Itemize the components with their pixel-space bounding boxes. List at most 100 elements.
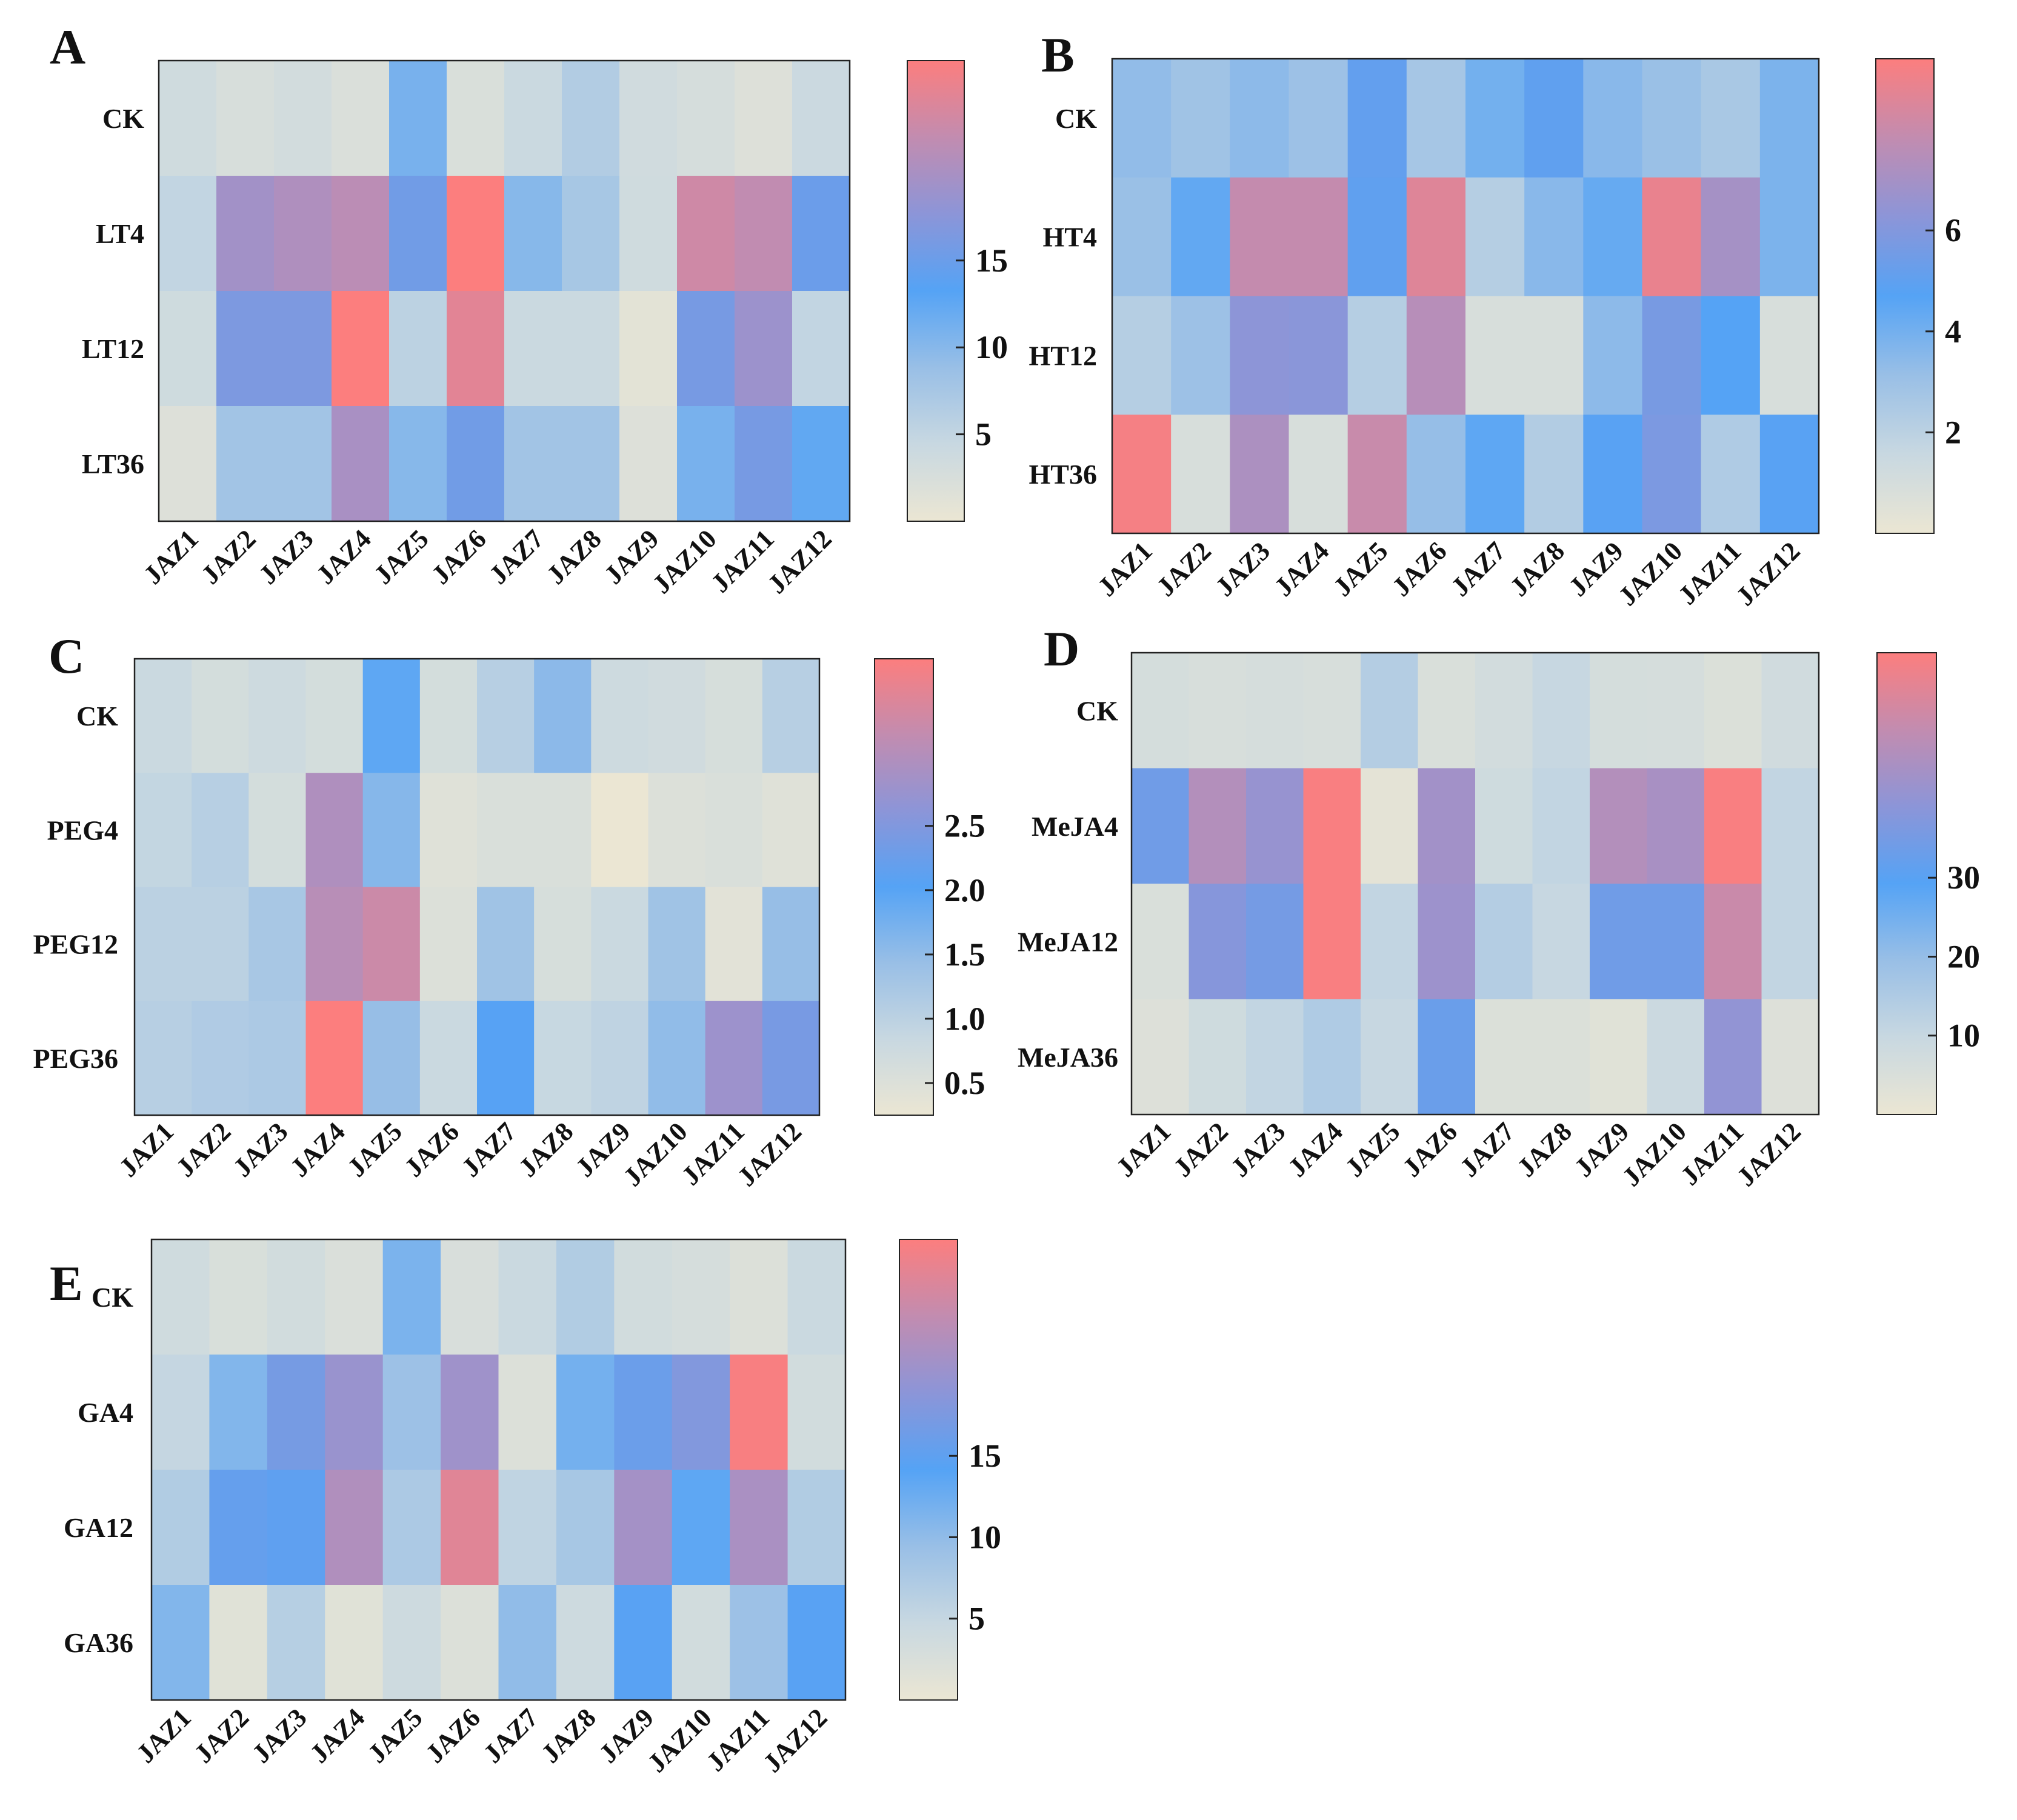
column-label-jaz3: JAZ3 xyxy=(253,524,319,590)
heatmap-cell-ga12-jaz6 xyxy=(441,1470,499,1585)
heatmap-cell-meja36-jaz4 xyxy=(1303,999,1361,1115)
heatmap-cell-lt36-jaz6 xyxy=(447,406,505,522)
heatmap-cell-meja12-jaz6 xyxy=(1418,884,1476,1000)
heatmap-cell-ck-jaz8 xyxy=(1524,59,1584,178)
heatmap-cell-ck-jaz1 xyxy=(1132,653,1190,769)
heatmap-cell-ga36-jaz5 xyxy=(382,1585,441,1701)
heatmap-cell-ck-jaz7 xyxy=(498,1239,557,1355)
colorbar-tick-label: 1.5 xyxy=(944,936,985,973)
heatmap-cell-ck-jaz9 xyxy=(591,659,649,773)
colorbar xyxy=(907,60,965,522)
row-label-peg4: PEG4 xyxy=(47,815,118,845)
heatmap-cell-peg4-jaz7 xyxy=(477,773,535,888)
heatmap-cell-ck-jaz11 xyxy=(705,659,763,773)
heatmap-cell-ht4-jaz10 xyxy=(1642,177,1702,297)
heatmap-cell-peg4-jaz4 xyxy=(305,773,364,888)
heatmap-cell-ht4-jaz12 xyxy=(1759,177,1819,297)
heatmap-cell-ht36-jaz11 xyxy=(1701,415,1761,534)
heatmap-cell-peg12-jaz3 xyxy=(248,887,307,1002)
heatmap-cell-ck-jaz4 xyxy=(1289,59,1349,178)
heatmap-cell-peg36-jaz12 xyxy=(762,1001,820,1116)
column-label-jaz5: JAZ5 xyxy=(368,524,435,590)
heatmap-cell-lt36-jaz9 xyxy=(619,406,678,522)
heatmap-cell-peg4-jaz2 xyxy=(192,773,249,888)
heatmap-cell-lt4-jaz1 xyxy=(159,176,217,292)
column-label-jaz12: JAZ12 xyxy=(1731,1116,1807,1192)
row-label-meja12: MeJA12 xyxy=(1018,926,1118,957)
column-label-jaz12: JAZ12 xyxy=(758,1702,833,1778)
column-label-jaz4: JAZ4 xyxy=(304,1702,370,1768)
column-label-jaz10: JAZ10 xyxy=(1616,1116,1692,1192)
heatmap-cell-lt36-jaz7 xyxy=(504,406,562,522)
heatmap-cell-ht36-jaz1 xyxy=(1112,415,1172,534)
heatmap-cell-lt12-jaz7 xyxy=(504,291,562,407)
heatmap-cell-ga36-jaz10 xyxy=(672,1585,730,1701)
column-label-jaz12: JAZ12 xyxy=(1730,536,1806,612)
heatmap-cell-meja4-jaz1 xyxy=(1132,768,1190,884)
heatmap-cell-ck-jaz9 xyxy=(614,1239,673,1355)
row-label-ck: CK xyxy=(1055,103,1097,134)
heatmap-cell-lt36-jaz1 xyxy=(159,406,217,522)
column-label-jaz7: JAZ7 xyxy=(1445,536,1512,602)
heatmap-cell-ht36-jaz5 xyxy=(1347,415,1407,534)
heatmap-cell-ck-jaz7 xyxy=(477,659,535,773)
heatmap-cell-ck-jaz9 xyxy=(1590,653,1648,769)
heatmap-cell-meja4-jaz9 xyxy=(1590,768,1648,884)
heatmap-cell-ht4-jaz5 xyxy=(1347,177,1407,297)
colorbar-tick-label: 30 xyxy=(1947,859,1980,896)
heatmap-cell-ga4-jaz10 xyxy=(672,1355,730,1470)
heatmap-cell-ck-jaz12 xyxy=(1761,653,1819,769)
column-label-jaz6: JAZ6 xyxy=(399,1116,465,1182)
column-label-jaz8: JAZ8 xyxy=(541,524,607,590)
heatmap-cell-lt36-jaz8 xyxy=(562,406,620,522)
heatmap-cell-peg12-jaz12 xyxy=(762,887,820,1002)
heatmap-cell-lt36-jaz11 xyxy=(735,406,793,522)
heatmap-cell-ht4-jaz8 xyxy=(1524,177,1584,297)
heatmap-cell-lt36-jaz4 xyxy=(332,406,390,522)
heatmap-cell-ga4-jaz9 xyxy=(614,1355,673,1470)
heatmap-cell-meja4-jaz8 xyxy=(1532,768,1590,884)
column-label-jaz8: JAZ8 xyxy=(1512,1116,1578,1182)
heatmap-cell-ga12-jaz1 xyxy=(152,1470,210,1585)
heatmap-cell-meja12-jaz3 xyxy=(1246,884,1304,1000)
heatmap-cell-ht4-jaz1 xyxy=(1112,177,1172,297)
heatmap-cell-ht12-jaz7 xyxy=(1465,296,1525,415)
heatmap-cell-ck-jaz7 xyxy=(1475,653,1533,769)
heatmap-panel-d: D CK MeJA4 MeJA12 MeJA36 JAZ1JAZ2JAZ3JAZ4JAZ5… xyxy=(1018,621,1980,1192)
heatmap-cell-peg4-jaz3 xyxy=(248,773,307,888)
heatmap-cell-meja4-jaz5 xyxy=(1361,768,1419,884)
heatmap-cell-ga4-jaz12 xyxy=(787,1355,846,1470)
heatmap-cell-meja12-jaz4 xyxy=(1303,884,1361,1000)
colorbar-tick-label: 2 xyxy=(1945,414,1961,450)
heatmap-cell-ck-jaz10 xyxy=(672,1239,730,1355)
heatmap-cell-lt4-jaz4 xyxy=(332,176,390,292)
heatmap-cell-ga4-jaz8 xyxy=(556,1355,615,1470)
heatmap-frame xyxy=(158,59,851,522)
heatmap-cell-meja36-jaz5 xyxy=(1361,999,1419,1115)
heatmap-cell-peg36-jaz6 xyxy=(419,1001,478,1116)
heatmap-cell-ck-jaz6 xyxy=(1418,653,1476,769)
heatmap-cell-ga36-jaz2 xyxy=(209,1585,268,1701)
heatmap-cell-ht12-jaz3 xyxy=(1230,296,1290,415)
heatmap-cell-ga4-jaz7 xyxy=(498,1355,557,1470)
column-label-jaz5: JAZ5 xyxy=(1327,536,1393,602)
heatmap-cell-meja36-jaz3 xyxy=(1246,999,1304,1115)
heatmap-cell-lt12-jaz12 xyxy=(792,291,850,407)
heatmap-cell-meja4-jaz10 xyxy=(1647,768,1705,884)
heatmap-cell-peg4-jaz6 xyxy=(419,773,478,888)
column-label-jaz5: JAZ5 xyxy=(1339,1116,1405,1182)
heatmap-cell-ga12-jaz3 xyxy=(267,1470,325,1585)
heatmap-cell-ga36-jaz6 xyxy=(441,1585,499,1701)
heatmap-cell-lt4-jaz10 xyxy=(677,176,735,292)
column-label-jaz6: JAZ6 xyxy=(426,524,492,590)
heatmap-cell-peg12-jaz9 xyxy=(591,887,649,1002)
heatmap-cell-ga36-jaz1 xyxy=(152,1585,210,1701)
heatmap-cell-ht36-jaz7 xyxy=(1465,415,1525,534)
heatmap-cell-ck-jaz11 xyxy=(1704,653,1762,769)
heatmap-cell-peg4-jaz9 xyxy=(591,773,649,888)
heatmap-cell-meja4-jaz12 xyxy=(1761,768,1819,884)
heatmap-cell-ga12-jaz2 xyxy=(209,1470,268,1585)
heatmap-cell-ck-jaz10 xyxy=(1642,59,1702,178)
heatmap-cell-meja36-jaz8 xyxy=(1532,999,1590,1115)
